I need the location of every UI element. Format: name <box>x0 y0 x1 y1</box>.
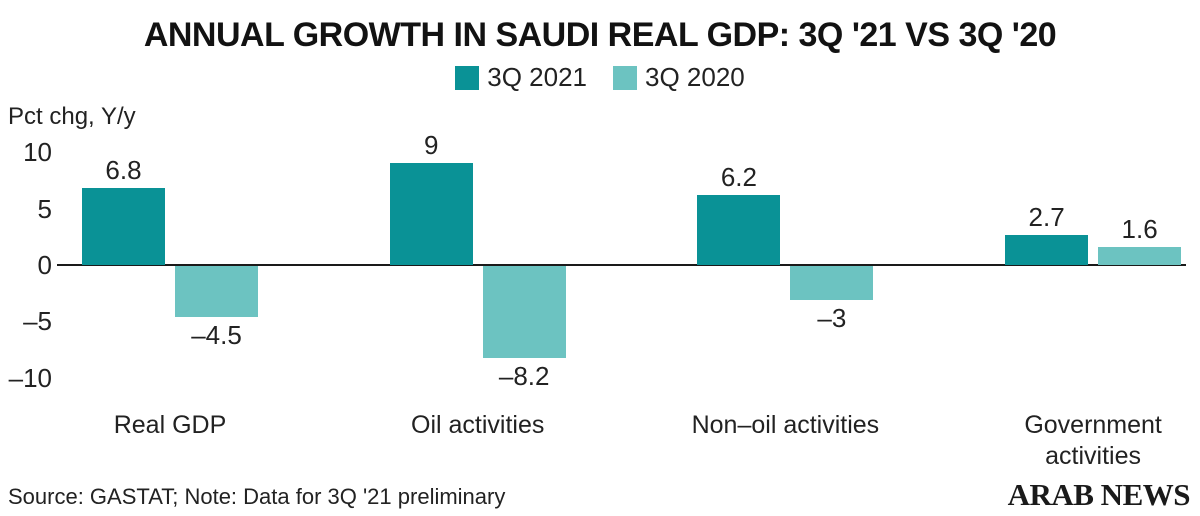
source-note: Source: GASTAT; Note: Data for 3Q '21 pr… <box>8 484 506 509</box>
legend-label-3q2021: 3Q 2021 <box>487 62 587 92</box>
bar <box>82 188 165 265</box>
legend-swatch-3q2021 <box>455 65 480 90</box>
legend-swatch-3q2020 <box>613 65 637 90</box>
bar <box>790 266 874 300</box>
y-tick-label: 10 <box>23 137 52 168</box>
bar-value-label: 6.2 <box>720 162 757 193</box>
legend-label-3q2020: 3Q 2020 <box>645 62 745 92</box>
y-tick-label: 0 <box>37 250 52 280</box>
y-axis-label: Pct chg, Y/y <box>8 103 136 130</box>
bar <box>697 195 781 265</box>
bar-value-label: 9 <box>423 130 439 161</box>
x-axis-zero-line <box>57 264 1186 266</box>
category-label: Real GDP <box>113 411 227 439</box>
legend-item-3q2021: 3Q 2021 <box>455 62 587 93</box>
bar-value-label: –4.5 <box>191 319 242 350</box>
bar-value-label: –8.2 <box>498 361 550 392</box>
legend: 3Q 2021 3Q 2020 <box>0 62 1200 93</box>
bar <box>175 266 258 317</box>
category-label: Oil activities <box>411 411 545 439</box>
bar <box>1098 246 1182 265</box>
bar-value-label: 6.8 <box>105 155 142 186</box>
bar-value-label: 2.7 <box>1028 201 1065 232</box>
category-label: Non–oil activities <box>691 411 880 439</box>
bar-value-label: –3 <box>817 302 847 333</box>
bar <box>1005 234 1089 265</box>
chart-title: ANNUAL GROWTH IN SAUDI REAL GDP: 3Q '21 … <box>143 16 1057 54</box>
bar-value-label: 1.6 <box>1121 213 1158 244</box>
y-tick-label: –5 <box>23 306 52 337</box>
bar <box>389 163 473 265</box>
category-label: Government activities <box>1024 411 1162 470</box>
bar <box>482 266 566 359</box>
legend-item-3q2020: 3Q 2020 <box>613 62 745 93</box>
y-tick-label: 5 <box>37 193 52 224</box>
y-tick-label: –10 <box>8 362 52 393</box>
arab-news-logo: ARAB NEWS <box>1007 477 1191 512</box>
